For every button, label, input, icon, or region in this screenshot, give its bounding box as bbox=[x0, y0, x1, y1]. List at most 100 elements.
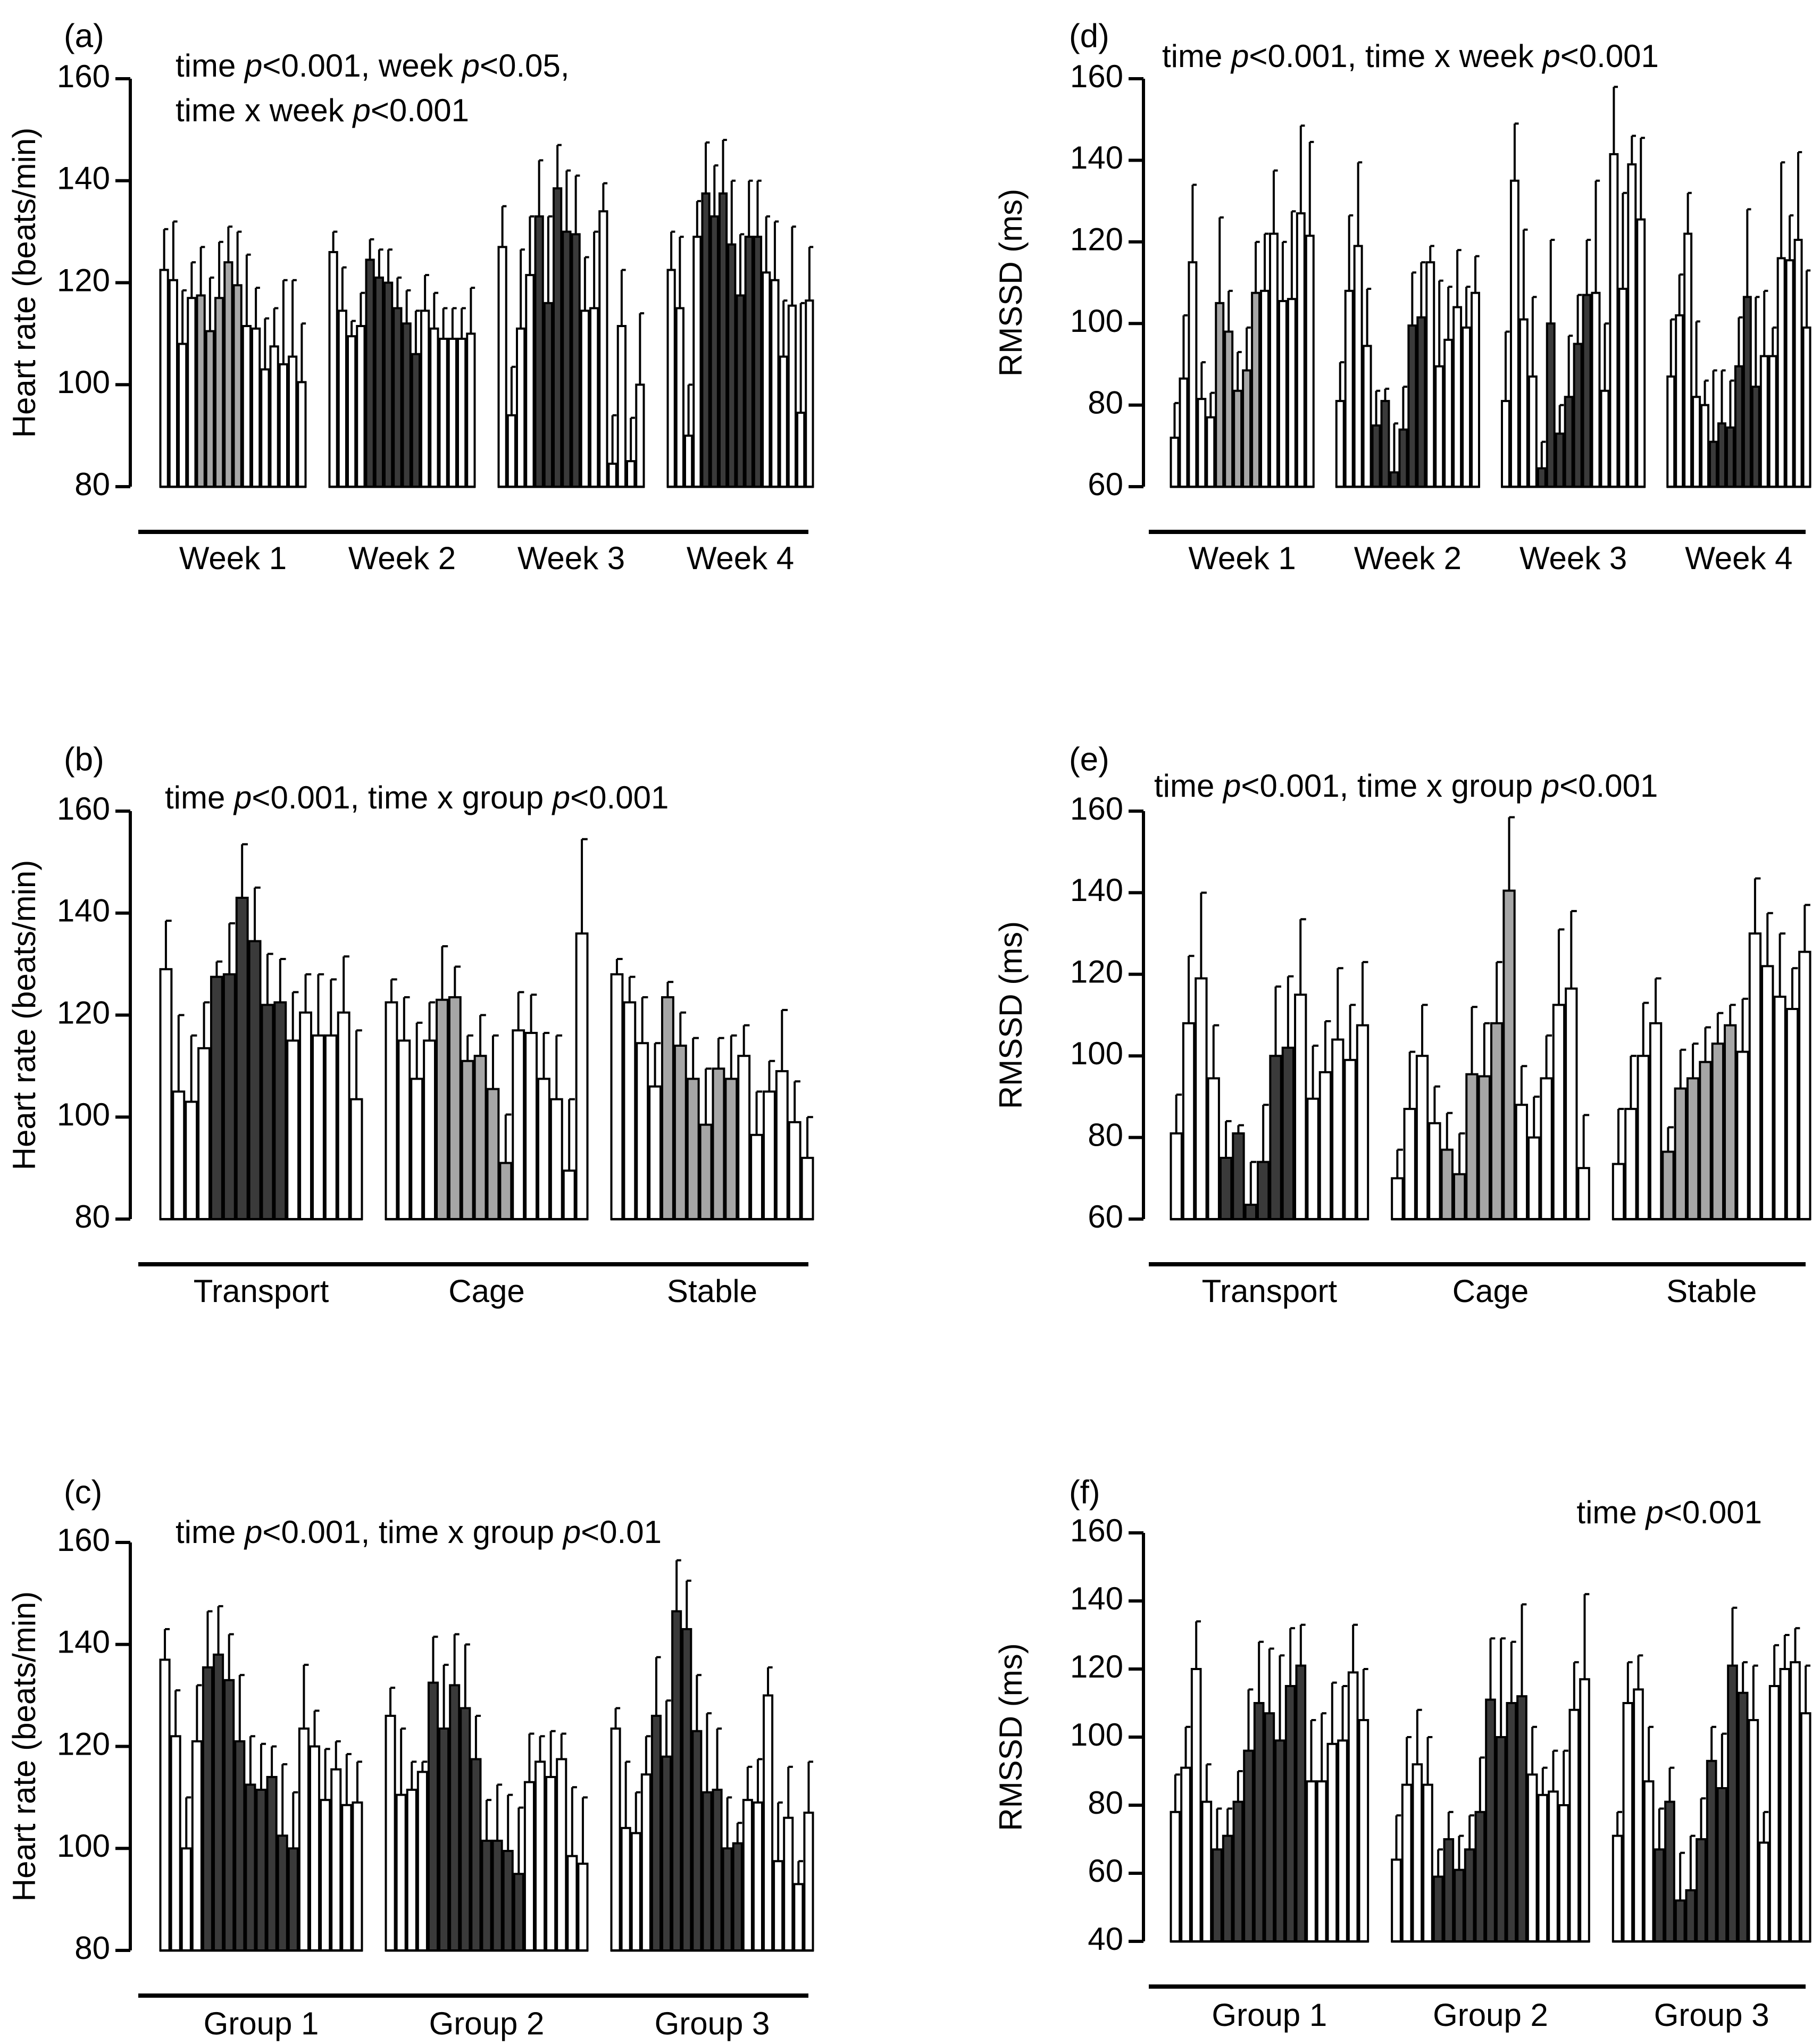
bar bbox=[1675, 314, 1684, 488]
bar bbox=[438, 337, 448, 488]
bar bbox=[744, 236, 754, 488]
bar bbox=[1242, 369, 1252, 488]
bar bbox=[1452, 306, 1463, 488]
bar bbox=[1425, 261, 1435, 488]
y-tick-label: 120 bbox=[57, 1726, 110, 1762]
bar bbox=[1666, 375, 1676, 488]
bar bbox=[513, 1873, 524, 1951]
bar bbox=[1627, 163, 1637, 488]
x-category-label: Stable bbox=[667, 1273, 757, 1309]
panel-d: (d) time p<0.001, time x week p<0.001 60 80… bbox=[993, 18, 1811, 576]
bar bbox=[497, 246, 507, 488]
bar bbox=[1552, 1004, 1566, 1220]
bar bbox=[673, 1045, 687, 1221]
bar bbox=[607, 462, 617, 488]
bar bbox=[1443, 338, 1454, 488]
y-tick-label: 60 bbox=[1088, 1853, 1123, 1889]
bar bbox=[191, 1740, 203, 1952]
x-category-label: Group 1 bbox=[204, 2006, 319, 2041]
bar bbox=[1600, 389, 1610, 488]
y-tick-label: 80 bbox=[74, 1930, 110, 1966]
y-tick-label: 140 bbox=[57, 1624, 110, 1660]
y-tick-label: 100 bbox=[57, 1828, 110, 1864]
bar-group bbox=[666, 139, 814, 488]
bar bbox=[288, 355, 298, 488]
bar bbox=[1401, 1783, 1413, 1943]
bar bbox=[1758, 1841, 1769, 1942]
bar bbox=[692, 236, 702, 488]
bar bbox=[1558, 1804, 1569, 1942]
y-axis-title: Heart rate (beats/min) bbox=[6, 128, 42, 438]
x-category-label: Week 1 bbox=[179, 540, 287, 576]
y-tick-label: 60 bbox=[1088, 466, 1123, 502]
y-tick-label: 120 bbox=[57, 262, 110, 298]
bar bbox=[1295, 1664, 1307, 1943]
bar bbox=[1548, 1790, 1559, 1942]
y-tick-label: 80 bbox=[1088, 1117, 1123, 1153]
bar bbox=[763, 1090, 776, 1220]
bar bbox=[793, 1883, 804, 1952]
bar bbox=[712, 1788, 723, 1951]
bar bbox=[1398, 428, 1408, 488]
bar bbox=[1416, 316, 1426, 488]
bar bbox=[1768, 1685, 1780, 1942]
bar bbox=[775, 1070, 789, 1221]
bar bbox=[675, 307, 684, 488]
bar bbox=[701, 192, 711, 488]
bar bbox=[1170, 436, 1180, 488]
bar bbox=[374, 276, 384, 488]
bar bbox=[491, 1839, 503, 1951]
bar bbox=[753, 236, 763, 488]
bar bbox=[406, 1788, 417, 1951]
bar bbox=[691, 1730, 703, 1952]
bar bbox=[549, 1098, 563, 1221]
bar bbox=[1582, 294, 1592, 488]
bar bbox=[589, 307, 599, 488]
panel-a: (a) time p<0.001, week p<0.05, time x week… bbox=[6, 18, 814, 576]
bar bbox=[196, 294, 206, 488]
stat-annotation: time p<0.001 bbox=[1576, 1495, 1762, 1530]
bar bbox=[712, 1067, 725, 1220]
bar bbox=[1465, 1073, 1479, 1220]
stat-annotation: time p<0.001, week p<0.05, bbox=[176, 48, 570, 84]
y-tick-label: 80 bbox=[1088, 1785, 1123, 1821]
bar bbox=[1454, 1868, 1465, 1943]
bar bbox=[543, 302, 553, 488]
bar bbox=[1664, 1800, 1675, 1943]
bar bbox=[1501, 399, 1510, 488]
bar bbox=[251, 327, 261, 488]
bar bbox=[671, 1610, 682, 1951]
bar bbox=[562, 230, 572, 488]
bar bbox=[273, 1001, 287, 1220]
bar bbox=[1692, 396, 1701, 488]
y-tick-label: 120 bbox=[57, 995, 110, 1030]
bar bbox=[1347, 1671, 1359, 1942]
bar-group bbox=[497, 144, 645, 488]
bar bbox=[308, 1745, 321, 1951]
bar bbox=[1197, 398, 1207, 488]
bar bbox=[1546, 322, 1556, 488]
bar bbox=[1802, 326, 1811, 488]
bar bbox=[1800, 1712, 1811, 1942]
bar bbox=[232, 284, 243, 488]
x-category-label: Group 2 bbox=[1433, 1997, 1548, 2033]
bar bbox=[1464, 1848, 1475, 1942]
bar bbox=[787, 304, 797, 488]
bar bbox=[537, 1078, 550, 1220]
bar bbox=[481, 1839, 492, 1951]
bar bbox=[736, 294, 745, 488]
bar bbox=[1326, 1742, 1338, 1943]
bar bbox=[545, 1776, 557, 1951]
bar bbox=[1274, 1739, 1285, 1942]
bar bbox=[1591, 291, 1601, 488]
bar bbox=[556, 1758, 567, 1951]
bar bbox=[393, 307, 403, 488]
bar bbox=[1540, 1077, 1553, 1220]
bar bbox=[1222, 1834, 1233, 1943]
bar bbox=[1212, 1848, 1223, 1942]
x-category-label: Group 3 bbox=[1654, 1997, 1769, 2033]
y-tick-label: 160 bbox=[57, 791, 110, 827]
x-category-label: Transport bbox=[194, 1273, 329, 1309]
bar-group bbox=[1666, 151, 1811, 488]
